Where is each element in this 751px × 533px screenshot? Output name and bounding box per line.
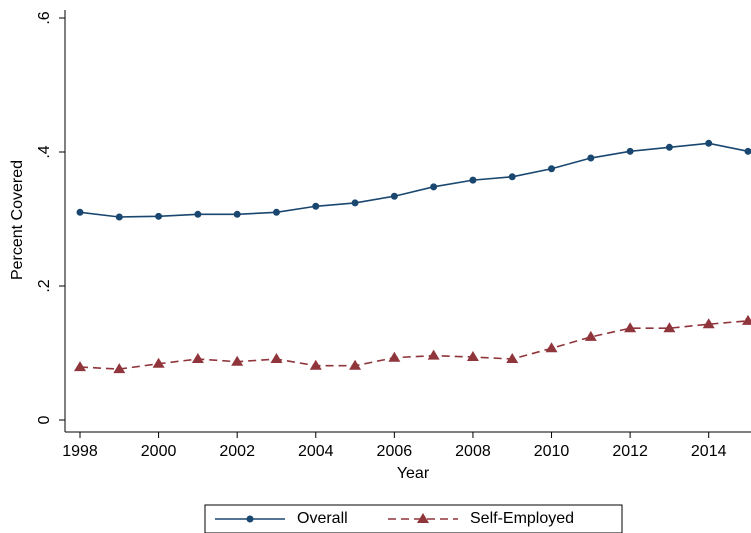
legend-marker [246,515,254,523]
marker [191,353,204,364]
x-tick-label: 2010 [534,443,570,460]
marker [74,361,86,372]
marker [702,318,715,329]
legend-label: Self-Employed [470,510,574,527]
marker [742,314,751,325]
marker [351,199,359,207]
marker [349,359,362,370]
x-tick-label: 2012 [612,443,648,460]
x-axis-title: Year [397,465,430,482]
marker [466,351,479,362]
marker [427,349,440,360]
marker [584,330,597,341]
marker [270,353,283,364]
marker [309,359,322,370]
marker [665,143,673,151]
marker [545,342,558,353]
x-tick-label: 2008 [455,443,491,460]
y-tick-label: .6 [36,11,53,24]
marker [624,322,637,333]
legend-marker [417,513,429,523]
x-tick-label: 2006 [377,443,413,460]
series-line [79,320,749,370]
marker [231,355,244,366]
marker [626,147,634,155]
x-tick-label: 2014 [691,443,727,460]
x-tick-label: 2002 [219,443,255,460]
marker [388,351,401,362]
marker [469,176,477,184]
marker [663,322,676,333]
marker [155,212,163,220]
marker [506,353,519,364]
marker [705,139,713,147]
marker [194,210,202,218]
marker [548,165,556,173]
marker [744,147,751,155]
marker [233,210,241,218]
marker [508,173,516,181]
marker [430,183,438,191]
series-line [79,142,749,218]
marker [587,154,595,162]
marker [152,357,165,368]
marker [312,202,320,210]
legend-label: Overall [297,510,348,527]
marker [113,363,126,374]
y-tick-label: .4 [36,145,53,158]
marker [390,192,398,200]
x-tick-label: 2000 [141,443,177,460]
x-tick-label: 2004 [298,443,334,460]
y-tick-label: .2 [36,279,53,292]
x-tick-label: 1998 [62,443,98,460]
marker [115,213,123,221]
y-tick-label: 0 [36,415,53,424]
marker [76,208,84,216]
marker [272,208,280,216]
y-axis-title: Percent Covered [9,160,26,280]
